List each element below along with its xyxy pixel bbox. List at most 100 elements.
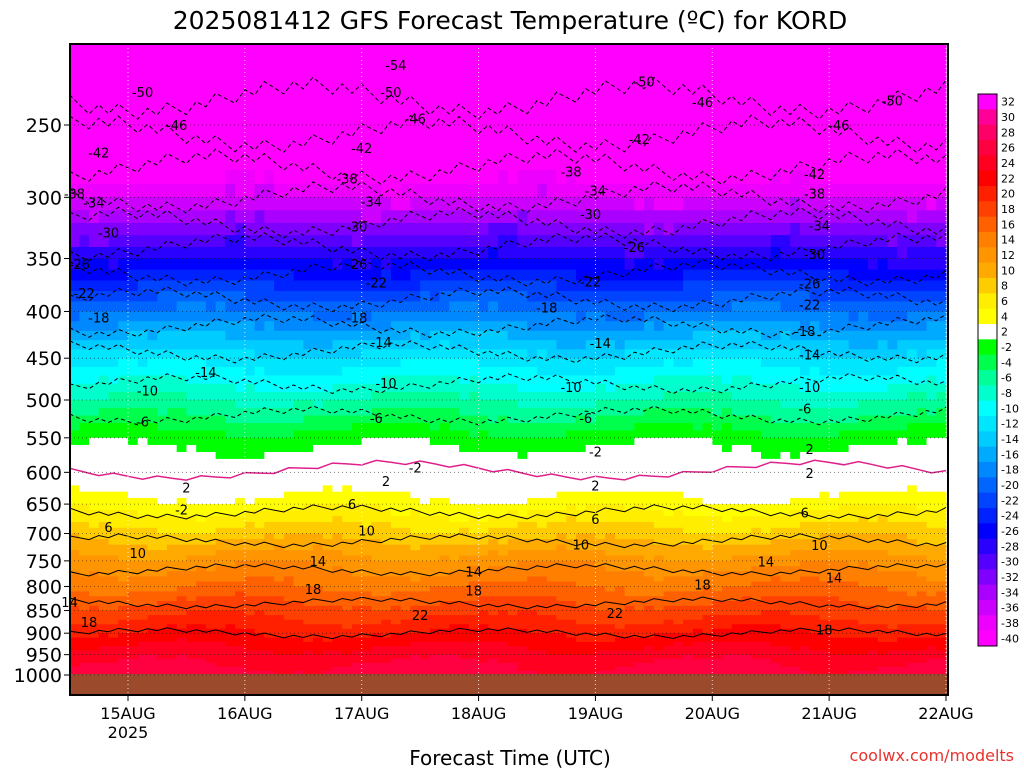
- temperature-cell: [537, 291, 548, 303]
- temperature-cell: [751, 400, 762, 409]
- temperature-cell: [644, 108, 655, 126]
- temperature-cell: [790, 269, 801, 282]
- temperature-cell: [877, 383, 889, 393]
- temperature-cell: [137, 451, 149, 460]
- temperature-cell: [673, 423, 684, 432]
- temperature-cell: [848, 527, 859, 535]
- temperature-cell: [887, 222, 898, 236]
- temperature-cell: [420, 437, 431, 446]
- temperature-cell: [176, 222, 188, 236]
- temperature-cell: [342, 510, 353, 517]
- temperature-cell: [205, 183, 217, 198]
- temperature-cell: [108, 311, 119, 322]
- temperature-cell: [390, 544, 402, 551]
- temperature-cell: [517, 340, 528, 350]
- temperature-cell: [176, 366, 188, 377]
- temperature-cell: [254, 125, 265, 142]
- temperature-cell: [507, 533, 519, 540]
- temperature-cell: [313, 550, 324, 557]
- temperature-cell: [351, 366, 363, 377]
- temperature-cell: [605, 258, 616, 271]
- temperature-cell: [215, 330, 226, 341]
- temperature-cell: [313, 155, 324, 171]
- temperature-cell: [907, 291, 918, 303]
- temperature-cell: [624, 527, 635, 535]
- temperature-cell: [605, 349, 616, 359]
- temperature-cell: [410, 349, 421, 359]
- temperature-cell: [712, 510, 723, 517]
- temperature-cell: [799, 472, 811, 480]
- temperature-cell: [634, 504, 645, 511]
- temperature-cell: [624, 291, 635, 303]
- temperature-cell: [205, 485, 217, 493]
- temperature-cell: [488, 423, 499, 432]
- temperature-cell: [507, 391, 519, 401]
- temperature-cell: [887, 246, 898, 260]
- temperature-cell: [722, 516, 733, 523]
- temperature-cell: [614, 108, 626, 126]
- temperature-cell: [420, 210, 431, 224]
- temperature-cell: [546, 366, 558, 377]
- temperature-cell: [731, 465, 743, 473]
- temperature-cell: [439, 400, 450, 409]
- temperature-cell: [624, 407, 635, 417]
- temperature-cell: [449, 125, 460, 142]
- temperature-cell: [147, 400, 158, 409]
- temperature-cell: [702, 169, 713, 185]
- temperature-cell: [517, 510, 528, 517]
- temperature-cell: [546, 491, 558, 499]
- temperature-cell: [624, 465, 635, 473]
- temperature-cell: [293, 280, 304, 292]
- temperature-cell: [897, 349, 908, 359]
- temperature-cell: [848, 539, 859, 546]
- temperature-cell: [390, 301, 402, 313]
- temperature-cell: [780, 125, 791, 142]
- temperature-cell: [70, 108, 80, 126]
- temperature-cell: [780, 311, 791, 322]
- temperature-cell: [663, 330, 674, 341]
- temperature-cell: [809, 301, 821, 313]
- temperature-cell: [653, 504, 665, 511]
- temperature-cell: [741, 183, 752, 198]
- temperature-cell: [488, 311, 499, 322]
- temperature-cell: [780, 383, 791, 393]
- temperature-cell: [683, 415, 694, 424]
- temperature-cell: [848, 74, 859, 93]
- temperature-cell: [283, 349, 295, 359]
- temperature-cell: [79, 375, 90, 385]
- temperature-cell: [118, 544, 129, 551]
- temperature-cell: [498, 301, 509, 313]
- temperature-cell: [322, 510, 334, 517]
- temperature-cell: [760, 197, 772, 211]
- temperature-cell: [897, 430, 908, 439]
- temperature-cell: [176, 246, 188, 260]
- temperature-cell: [157, 465, 168, 473]
- temperature-cell: [137, 497, 149, 505]
- temperature-cell: [478, 423, 489, 432]
- temperature-cell: [819, 458, 830, 467]
- temperature-cell: [70, 330, 80, 341]
- temperature-cell: [673, 108, 684, 126]
- temperature-cell: [595, 321, 606, 332]
- temperature-cell: [575, 491, 587, 499]
- temperature-cell: [692, 311, 704, 322]
- temperature-cell: [566, 391, 577, 401]
- temperature-cell: [829, 366, 840, 377]
- temperature-cell: [400, 125, 412, 142]
- temperature-cell: [89, 375, 100, 385]
- temperature-cell: [877, 358, 889, 368]
- temperature-cell: [702, 210, 713, 224]
- temperature-cell: [157, 74, 168, 93]
- temperature-cell: [527, 108, 538, 126]
- temperature-cell: [98, 55, 110, 75]
- temperature-cell: [488, 472, 499, 480]
- temperature-cell: [498, 521, 509, 529]
- temperature-cell: [527, 301, 538, 313]
- temperature-cell: [848, 383, 859, 393]
- temperature-cell: [887, 539, 898, 546]
- temperature-cell: [498, 183, 509, 198]
- temperature-cell: [790, 210, 801, 224]
- temperature-cell: [118, 383, 129, 393]
- temperature-cell: [838, 340, 850, 350]
- temperature-cell: [936, 516, 947, 523]
